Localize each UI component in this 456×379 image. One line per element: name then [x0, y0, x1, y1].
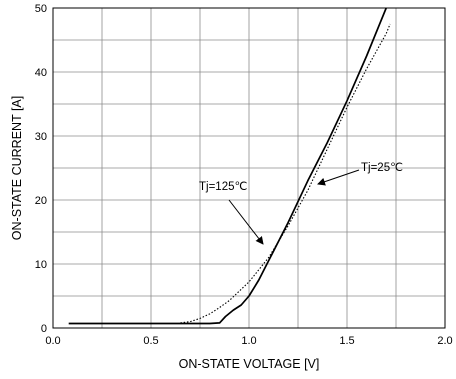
- y-axis-label: ON-STATE CURRENT [A]: [10, 96, 24, 240]
- y-tick-label: 10: [35, 259, 47, 271]
- y-tick-label: 0: [41, 323, 47, 335]
- annotation-tj25: Tj=25℃: [361, 162, 403, 174]
- x-axis-label: ON-STATE VOLTAGE [V]: [179, 357, 320, 371]
- annotation-tj25-arrow: [317, 169, 360, 186]
- y-tick-label: 20: [35, 195, 47, 207]
- x-axis-ticks: 0.0 0.5 1.0 1.5 2.0: [45, 335, 452, 347]
- annotation-tj125: Tj=125℃: [199, 181, 247, 193]
- x-tick-label: 2.0: [437, 335, 452, 347]
- y-tick-label: 40: [35, 67, 47, 79]
- x-tick-label: 0.5: [143, 335, 158, 347]
- series-line-tj125: [180, 23, 391, 324]
- x-tick-label: 1.5: [339, 335, 354, 347]
- series-lines: [68, 7, 391, 325]
- y-tick-label: 50: [35, 3, 47, 15]
- x-tick-label: 0.0: [45, 335, 60, 347]
- y-axis-ticks: 0 10 20 30 40 50: [35, 3, 47, 335]
- annotation-tj125-arrow: [228, 199, 264, 245]
- grid: [53, 8, 445, 328]
- y-tick-label: 30: [35, 131, 47, 143]
- plot-area: [52, 7, 446, 329]
- series-line-tj25: [68, 7, 387, 325]
- x-tick-label: 1.0: [241, 335, 256, 347]
